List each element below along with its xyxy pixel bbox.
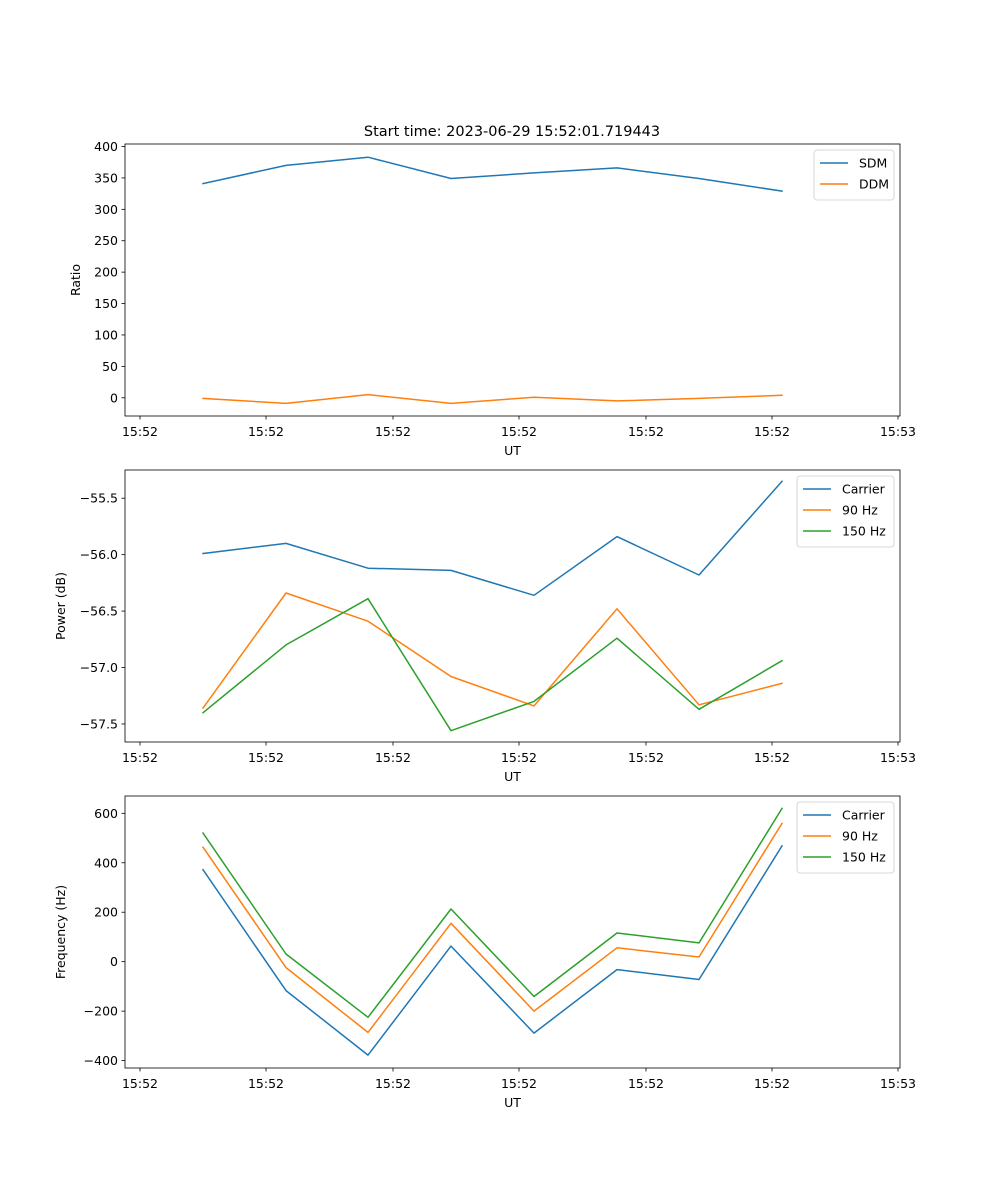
x-tick-label: 15:52 [248, 750, 284, 765]
x-tick-label: 15:52 [375, 424, 411, 439]
y-tick-label: 200 [94, 905, 118, 920]
y-tick-label: 150 [94, 296, 118, 311]
series-line-90-hz [201, 592, 783, 710]
plot-frame [124, 795, 901, 1069]
y-tick-label: −55.5 [80, 491, 118, 506]
legend-box [796, 801, 895, 874]
x-tick-label: 15:52 [248, 424, 284, 439]
x-tick-label: 15:52 [501, 750, 537, 765]
series-line-carrier [201, 844, 784, 1056]
y-tick-label: 300 [94, 202, 118, 217]
y-axis-label: Ratio [68, 264, 83, 296]
figure-title: Start time: 2023-06-29 15:52:01.719443 [364, 124, 660, 140]
x-tick-label: 15:52 [122, 1076, 158, 1091]
legend: SDM DDM [813, 149, 895, 201]
y-tick-label: 350 [94, 170, 118, 185]
y-tick-label: 600 [94, 806, 118, 821]
legend-box [796, 475, 895, 548]
series-line-ddm [202, 393, 783, 405]
y-tick-label: −57.5 [80, 716, 118, 731]
x-tick-label: 15:52 [628, 424, 664, 439]
x-tick-label: 15:52 [754, 424, 790, 439]
y-tick-label: −57.0 [80, 660, 118, 675]
y-tick-label: −200 [84, 1004, 118, 1019]
legend-label: SDM [859, 156, 887, 171]
legend-label: 90 Hz [842, 503, 878, 518]
legend-label: 150 Hz [842, 850, 886, 865]
legend-label: 90 Hz [842, 829, 878, 844]
y-tick-label: −56.5 [80, 604, 118, 619]
legend: Carrier 90 Hz 150 Hz [796, 475, 895, 548]
x-axis-label: UT [504, 1095, 521, 1110]
series-line-150-hz [201, 597, 784, 732]
series-line-sdm [202, 156, 783, 192]
legend: Carrier 90 Hz 150 Hz [796, 801, 895, 874]
x-tick-label: 15:52 [122, 424, 158, 439]
x-tick-label: 15:52 [628, 1076, 664, 1091]
x-tick-label: 15:53 [880, 1076, 916, 1091]
legend-label: Carrier [842, 808, 886, 823]
y-tick-label: 100 [94, 327, 118, 342]
y-tick-label: 0 [110, 954, 118, 969]
series-line-150-hz [201, 807, 784, 1019]
x-tick-label: 15:53 [880, 424, 916, 439]
legend-label: Carrier [842, 482, 886, 497]
x-axis-label: UT [504, 443, 521, 458]
x-tick-label: 15:52 [375, 750, 411, 765]
y-tick-label: −56.0 [80, 547, 118, 562]
frequency-chart: −400 −200 0 200 400 600 15:52 15:52 15:52 15:52 15… [53, 795, 916, 1110]
x-tick-label: 15:52 [501, 1076, 537, 1091]
y-tick-label: 400 [94, 139, 118, 154]
y-tick-label: 200 [94, 265, 118, 280]
y-tick-label: 0 [110, 390, 118, 405]
x-axis-label: UT [504, 769, 521, 784]
x-tick-label: 15:52 [122, 750, 158, 765]
x-tick-label: 15:52 [754, 750, 790, 765]
x-tick-label: 15:52 [248, 1076, 284, 1091]
x-tick-label: 15:52 [501, 424, 537, 439]
plot-frame [124, 469, 901, 743]
legend-label: 150 Hz [842, 524, 886, 539]
y-axis-label: Power (dB) [53, 572, 68, 640]
x-tick-label: 15:52 [628, 750, 664, 765]
power-chart: −57.5 −57.0 −56.5 −56.0 −55.5 15:52 15:52 15:52… [53, 469, 916, 784]
series-line-90-hz [201, 822, 784, 1034]
ratio-chart: 0 50 100 150 200 250 300 350 400 15:52 15:52 15:52 1… [68, 139, 916, 458]
y-tick-label: 250 [94, 233, 118, 248]
plot-frame [124, 143, 901, 417]
x-tick-label: 15:53 [880, 750, 916, 765]
x-tick-label: 15:52 [754, 1076, 790, 1091]
y-tick-label: −400 [84, 1053, 118, 1068]
y-tick-label: 400 [94, 855, 118, 870]
y-tick-label: 50 [102, 359, 118, 374]
x-tick-label: 15:52 [375, 1076, 411, 1091]
y-axis-label: Frequency (Hz) [53, 885, 68, 979]
series-line-carrier [202, 480, 784, 597]
legend-label: DDM [859, 177, 889, 192]
